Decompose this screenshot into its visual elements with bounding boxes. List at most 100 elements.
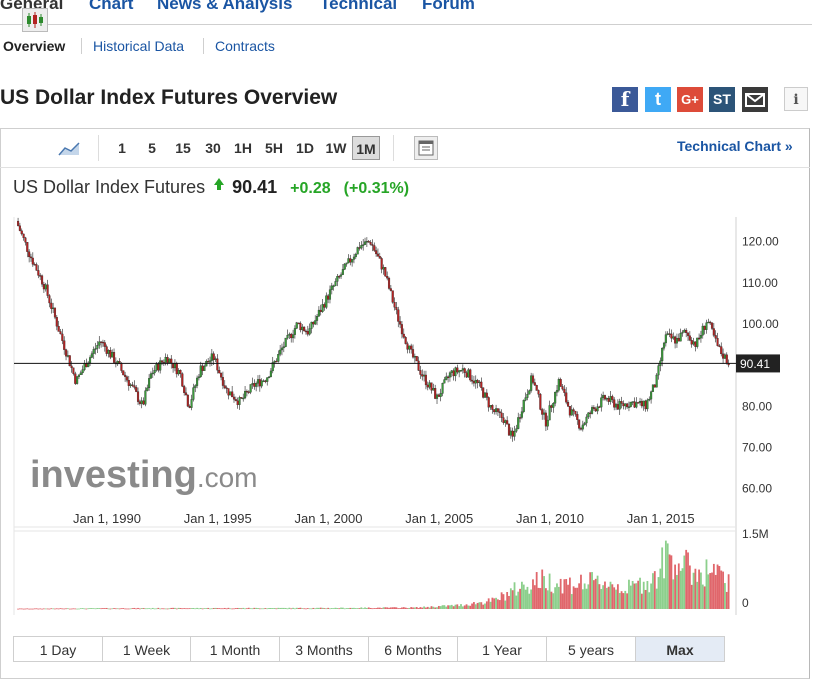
volume-bar [642, 581, 645, 609]
candle [705, 322, 708, 330]
range-1-week[interactable]: 1 Week [102, 636, 191, 662]
range-max[interactable]: Max [635, 636, 725, 662]
volume-bar [445, 606, 448, 609]
candle [662, 342, 666, 349]
range-3-months[interactable]: 3 Months [279, 636, 369, 662]
subtab-contracts[interactable]: Contracts [215, 38, 275, 54]
volume-bar [384, 607, 387, 609]
facebook-share-icon[interactable]: f [612, 87, 638, 112]
candle [48, 295, 51, 304]
candle [594, 408, 597, 412]
subtab-historical-data[interactable]: Historical Data [93, 38, 185, 54]
volume-bar [164, 608, 167, 610]
candlestick-chart-icon[interactable] [22, 8, 48, 32]
chart-settings-icon[interactable] [414, 136, 438, 160]
candle [454, 367, 457, 377]
candle [236, 400, 239, 405]
range-1-month[interactable]: 1 Month [190, 636, 280, 662]
volume-bar [543, 576, 545, 609]
tab-chart[interactable]: Chart [89, 0, 134, 13]
volume-bar [491, 597, 494, 609]
candle [653, 384, 656, 388]
candle [428, 382, 431, 388]
volume-bar [52, 608, 55, 610]
price-chart[interactable]: 120.00110.00100.0090.0080.0070.0060.00Ja… [0, 205, 810, 625]
volume-bar [358, 608, 361, 609]
volume-bar [137, 607, 139, 609]
interval-15[interactable]: 15 [175, 140, 191, 156]
info-icon[interactable]: i [784, 87, 808, 111]
tab-technical[interactable]: Technical [320, 0, 398, 13]
volume-bar [236, 607, 239, 609]
top-nav: General Chart News & Analysis Technical … [0, 0, 812, 25]
candle [638, 401, 642, 403]
volume-bar [587, 584, 590, 609]
volume-bar [664, 540, 667, 609]
volume-bar [177, 607, 180, 609]
interval-5[interactable]: 5 [148, 140, 156, 156]
volume-bar [500, 592, 503, 609]
interval-1m[interactable]: 1M [352, 136, 380, 160]
volume-bar [375, 608, 378, 609]
candle [133, 385, 136, 388]
volume-bar [585, 588, 588, 609]
tab-forum[interactable]: Forum [422, 0, 475, 13]
candle [208, 360, 212, 363]
volume-bar [198, 608, 200, 610]
candle [317, 309, 320, 317]
volume-bar [478, 602, 481, 609]
range-5-years[interactable]: 5 years [546, 636, 636, 662]
candle [362, 244, 365, 246]
volume-bar [568, 577, 571, 609]
volume-bar [439, 606, 442, 609]
volume-bar [116, 608, 119, 610]
interval-1h[interactable]: 1H [234, 140, 252, 156]
email-share-icon[interactable] [742, 87, 768, 112]
candle [181, 373, 184, 387]
volume-bar [663, 578, 665, 609]
volume-bar [718, 566, 721, 609]
candle [160, 360, 164, 363]
volume-bar [371, 608, 374, 610]
volume-bar [360, 607, 363, 609]
interval-30[interactable]: 30 [205, 140, 221, 156]
candle [264, 380, 267, 382]
google-plus-share-icon[interactable]: G+ [677, 87, 703, 112]
range-1-year[interactable]: 1 Year [457, 636, 547, 662]
candle [690, 340, 693, 345]
candle [339, 274, 343, 277]
candle [478, 381, 481, 384]
volume-bar [436, 607, 438, 609]
volume-bar [532, 579, 534, 609]
volume-bar [508, 595, 510, 609]
subtab-overview[interactable]: Overview [3, 38, 66, 54]
volume-bar [46, 608, 49, 610]
candle [349, 258, 352, 263]
volume-bar [107, 608, 110, 610]
interval-1[interactable]: 1 [118, 140, 126, 156]
candle [240, 397, 243, 399]
volume-bar [192, 607, 195, 609]
range-1-day[interactable]: 1 Day [13, 636, 103, 662]
volume-bar [463, 605, 466, 609]
technical-chart-link[interactable]: Technical Chart » [677, 138, 793, 154]
interval-1d[interactable]: 1D [296, 140, 314, 156]
candle [709, 321, 712, 324]
twitter-share-icon[interactable]: t [645, 87, 671, 112]
candle [284, 337, 287, 347]
tab-news-analysis[interactable]: News & Analysis [157, 0, 293, 13]
volume-bar [271, 608, 274, 609]
candle [452, 370, 455, 377]
candle [125, 376, 129, 381]
volume-bar [118, 608, 121, 610]
volume-bar [24, 608, 27, 610]
candle [79, 372, 82, 376]
area-chart-icon[interactable] [57, 137, 83, 159]
interval-1w[interactable]: 1W [325, 140, 347, 156]
candle [554, 392, 557, 404]
stocktwits-share-icon[interactable]: ST [709, 87, 735, 112]
candle [519, 417, 522, 419]
interval-5h[interactable]: 5H [265, 140, 283, 156]
range-6-months[interactable]: 6 Months [368, 636, 458, 662]
volume-bar [567, 584, 569, 609]
